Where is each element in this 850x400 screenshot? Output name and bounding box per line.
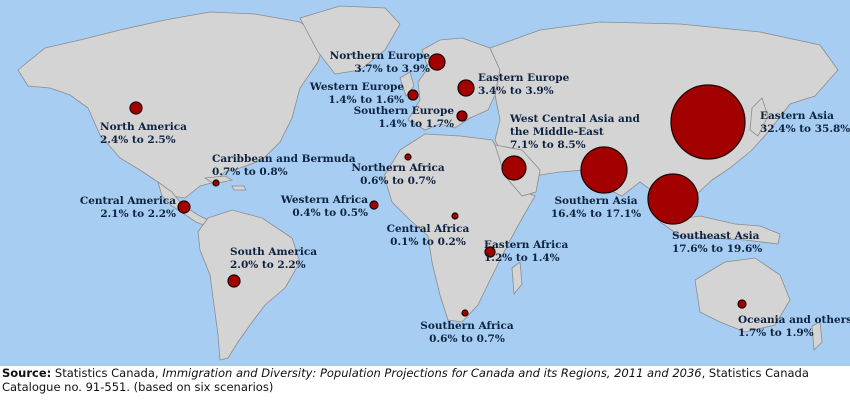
source-publisher: Statistics Canada, — [54, 366, 159, 380]
bubble-central-africa — [451, 212, 459, 220]
label-oceania-and-others: Oceania and others 1.7% to 1.9% — [738, 314, 850, 339]
bubble-west-central-asia-and-the-middle-east — [501, 155, 527, 181]
label-northern-europe: Northern Europe 3.7% to 3.9% — [330, 50, 431, 75]
bubble-south-america — [227, 274, 241, 288]
region-range-southeast-asia: 17.6% to 19.6% — [672, 243, 762, 255]
southeast-asia-islands — [658, 215, 781, 245]
source-title: Immigration and Diversity: Population Pr… — [162, 366, 702, 380]
world-map: North America 2.4% to 2.5% Caribbean and B… — [0, 0, 850, 366]
region-range-central-america: 2.1% to 2.2% — [100, 208, 176, 220]
region-range-southern-europe: 1.4% to 1.7% — [378, 118, 454, 130]
label-southern-europe: Southern Europe 1.4% to 1.7% — [354, 105, 455, 130]
bubble-southeast-asia — [647, 173, 699, 225]
bubble-north-america — [129, 101, 143, 115]
label-southeast-asia: Southeast Asia 17.6% to 19.6% — [672, 230, 762, 255]
source-note: Source: Statistics Canada, Immigration a… — [2, 366, 848, 394]
japan — [749, 97, 769, 137]
bubble-southern-africa — [461, 309, 469, 317]
bubble-caribbean-and-bermuda — [212, 179, 220, 187]
region-range-northern-africa: 0.6% to 0.7% — [360, 175, 436, 187]
bubble-western-africa — [369, 200, 379, 210]
region-name-southern-asia: Southern Asia — [554, 195, 637, 207]
bubble-northern-africa — [404, 153, 412, 161]
bubble-eastern-asia — [670, 84, 746, 160]
region-name-caribbean-and-bermuda: Caribbean and Bermuda — [212, 153, 356, 165]
region-name-southeast-asia: Southeast Asia — [672, 230, 760, 242]
region-range-western-europe: 1.4% to 1.6% — [328, 94, 404, 106]
label-western-africa: Western Africa 0.4% to 0.5% — [280, 194, 368, 219]
region-name-northern-africa: Northern Africa — [351, 162, 445, 174]
region-name-south-america: South America — [230, 246, 317, 258]
label-central-america: Central America 2.1% to 2.2% — [80, 195, 176, 220]
region-name-northern-europe: Northern Europe — [330, 50, 431, 62]
region-range-west-central-asia-and-the-middle-east: 7.1% to 8.5% — [510, 139, 586, 151]
bubble-northern-europe — [428, 53, 446, 71]
region-name-line-west-central-asia-and-the-middle-east: West Central Asia and — [509, 113, 640, 125]
label-eastern-asia: Eastern Asia 32.4% to 35.8% — [760, 110, 850, 135]
new-zealand — [811, 321, 823, 351]
region-name-western-europe: Western Europe — [309, 81, 404, 93]
bubble-western-europe — [407, 89, 419, 101]
region-range-western-africa: 0.4% to 0.5% — [292, 207, 368, 219]
australia-landmass — [694, 257, 791, 333]
label-eastern-africa: Eastern Africa 1.2% to 1.4% — [484, 239, 568, 264]
bubble-eastern-europe — [457, 79, 475, 97]
label-south-america: South America 2.0% to 2.2% — [230, 246, 317, 271]
source-label: Source: — [2, 366, 52, 380]
region-range-northern-europe: 3.7% to 3.9% — [354, 63, 430, 75]
region-range-eastern-africa: 1.2% to 1.4% — [484, 252, 560, 264]
label-central-africa: Central Africa 0.1% to 0.2% — [387, 223, 470, 248]
north-america-landmass — [17, 11, 326, 199]
region-range-south-america: 2.0% to 2.2% — [230, 259, 306, 271]
region-range-eastern-asia: 32.4% to 35.8% — [760, 123, 850, 135]
region-range-central-africa: 0.1% to 0.2% — [390, 236, 466, 248]
label-caribbean-and-bermuda: Caribbean and Bermuda 0.7% to 0.8% — [212, 153, 356, 178]
bubble-southern-asia — [580, 146, 628, 194]
region-range-north-america: 2.4% to 2.5% — [100, 134, 176, 146]
region-name-southern-africa: Southern Africa — [420, 320, 514, 332]
greenland-landmass — [299, 5, 401, 75]
region-name-line-west-central-asia-and-the-middle-east: the Middle-East — [510, 126, 604, 138]
region-range-oceania-and-others: 1.7% to 1.9% — [738, 327, 814, 339]
region-range-caribbean-and-bermuda: 0.7% to 0.8% — [212, 166, 288, 178]
label-southern-asia: Southern Asia 16.4% to 17.1% — [551, 195, 641, 220]
region-range-southern-asia: 16.4% to 17.1% — [551, 208, 641, 220]
bubble-central-america — [177, 200, 191, 214]
bubble-oceania-and-others — [737, 299, 747, 309]
madagascar — [511, 261, 523, 296]
label-layer: North America 2.4% to 2.5% Caribbean and B… — [80, 50, 850, 345]
region-name-oceania-and-others: Oceania and others — [738, 314, 850, 326]
region-name-central-america: Central America — [80, 195, 176, 207]
africa-landmass — [383, 133, 536, 323]
region-name-eastern-europe: Eastern Europe — [478, 72, 570, 84]
label-west-central-asia-and-the-middle-east: West Central Asia and the Middle-East 7.1%… — [509, 113, 640, 151]
region-range-southern-africa: 0.6% to 0.7% — [429, 333, 505, 345]
bubble-southern-europe — [456, 110, 468, 122]
region-name-eastern-africa: Eastern Africa — [484, 239, 568, 251]
label-western-europe: Western Europe 1.4% to 1.6% — [309, 81, 404, 106]
bubble-layer — [129, 53, 747, 317]
source-rest: , Statistics Canada Catalogue no. 91-551… — [2, 366, 809, 394]
region-name-central-africa: Central Africa — [387, 223, 470, 235]
region-name-north-america: North America — [100, 121, 187, 133]
region-name-western-africa: Western Africa — [280, 194, 368, 206]
region-name-eastern-asia: Eastern Asia — [760, 110, 834, 122]
label-north-america: North America 2.4% to 2.5% — [100, 121, 187, 146]
bubble-eastern-africa — [484, 246, 496, 258]
label-eastern-europe: Eastern Europe 3.4% to 3.9% — [478, 72, 570, 97]
south-america-landmass — [197, 209, 301, 361]
label-southern-africa: Southern Africa 0.6% to 0.7% — [420, 320, 514, 345]
region-range-eastern-europe: 3.4% to 3.9% — [478, 85, 554, 97]
label-northern-africa: Northern Africa 0.6% to 0.7% — [351, 162, 445, 187]
region-name-southern-europe: Southern Europe — [354, 105, 455, 117]
